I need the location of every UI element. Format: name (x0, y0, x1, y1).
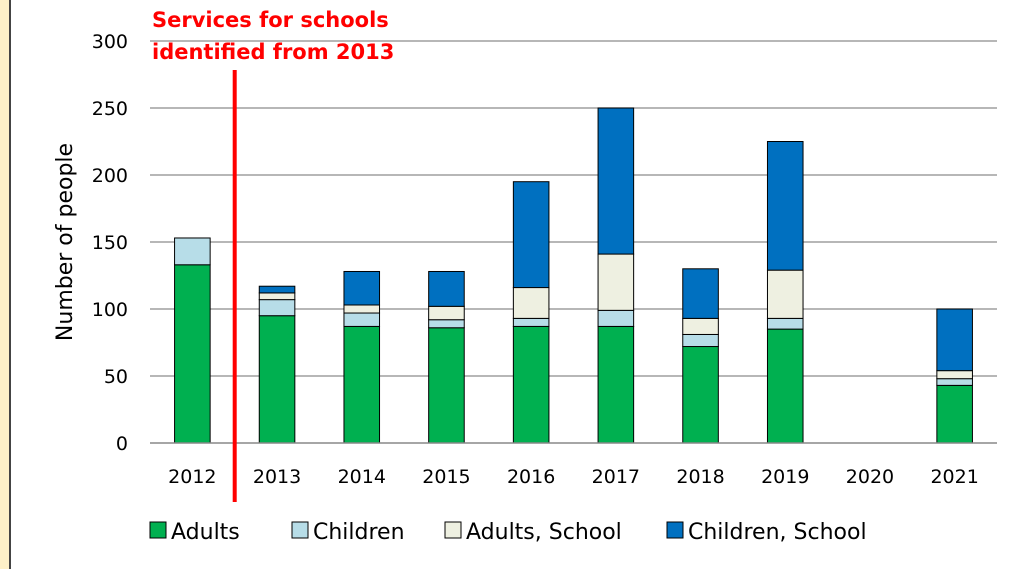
bar-2018-adults (682, 346, 719, 444)
bar-2015-adults (428, 327, 465, 444)
x-tick-label: 2014 (338, 466, 386, 488)
x-tick-label: 2021 (930, 466, 978, 488)
bar-2017-adults (597, 325, 635, 444)
bar-2013-adults (258, 315, 296, 444)
bar-2014-adults-school (343, 304, 381, 314)
y-tick-label: 200 (92, 165, 128, 187)
bars (174, 107, 973, 444)
bar-2019-adults (766, 328, 804, 444)
bar-2021-adults (936, 384, 973, 444)
bar-2017-children-school (597, 107, 635, 255)
x-axis-ticks: 2012 2013 2014 2015 2016 2017 2018 2019 2020 2021 (168, 466, 979, 488)
bar-2019-children-school (766, 141, 804, 271)
legend-label: Children, School (688, 520, 867, 545)
bar-2018-children (682, 333, 719, 348)
bar-2013-children (258, 299, 296, 317)
legend-swatch-adults-school (444, 521, 462, 539)
bar-2021-children (936, 378, 973, 386)
bar-2015-children-school (428, 270, 465, 307)
x-tick-label: 2020 (846, 466, 894, 488)
legend-swatch-children (291, 521, 309, 539)
x-tick-label: 2012 (168, 466, 216, 488)
bar-2012-adults (174, 264, 211, 444)
y-axis-ticks: 0 50 100 150 200 250 300 (92, 31, 128, 455)
x-tick-label: 2016 (507, 466, 555, 488)
legend-label: Children (313, 520, 405, 545)
bar-2015-children (428, 319, 465, 329)
legend-swatch-adults (149, 521, 167, 539)
bar-2017-adults-school (597, 253, 635, 311)
bar-2018-children-school (682, 268, 719, 319)
bar-2017-children (597, 309, 635, 327)
x-tick-label: 2019 (761, 466, 809, 488)
bar-2016-adults-school (512, 287, 550, 319)
y-axis-label: Number of people (53, 143, 78, 341)
y-tick-label: 300 (92, 31, 128, 53)
bar-2021-children-school (936, 308, 973, 372)
bar-2012-children (174, 237, 211, 266)
y-tick-label: 150 (92, 232, 128, 254)
bar-2014-children (343, 312, 381, 327)
annotation-text-line1: Services for schools (152, 8, 389, 32)
bar-2018-adults-school (682, 317, 719, 335)
y-tick-label: 50 (104, 366, 128, 388)
legend-swatch-children-school (666, 521, 684, 539)
bar-2021-adults-school (936, 370, 973, 380)
bar-2016-children (512, 317, 550, 327)
bar-2013-children-school (258, 285, 296, 294)
legend-label: Adults, School (466, 520, 622, 545)
y-tick-label: 100 (92, 299, 128, 321)
bar-2015-adults-school (428, 305, 465, 321)
legend-label: Adults (171, 520, 240, 545)
bar-2014-adults (343, 325, 381, 444)
x-tick-label: 2015 (422, 466, 470, 488)
left-border-strip (0, 0, 10, 569)
legend: Adults Children Adults, School Children, Sc… (149, 520, 867, 545)
x-tick-label: 2013 (253, 466, 301, 488)
bar-2013-adults-school (258, 292, 296, 301)
y-tick-label: 0 (116, 433, 128, 455)
bar-2019-adults-school (766, 269, 804, 319)
x-tick-label: 2018 (676, 466, 724, 488)
bar-2016-adults (512, 325, 550, 444)
y-tick-label: 250 (92, 98, 128, 120)
annotation-text-line2: identified from 2013 (152, 40, 394, 64)
bar-2016-children-school (512, 181, 550, 289)
x-tick-label: 2017 (592, 466, 640, 488)
bar-2019-children (766, 317, 804, 330)
bar-2014-children-school (343, 270, 381, 306)
